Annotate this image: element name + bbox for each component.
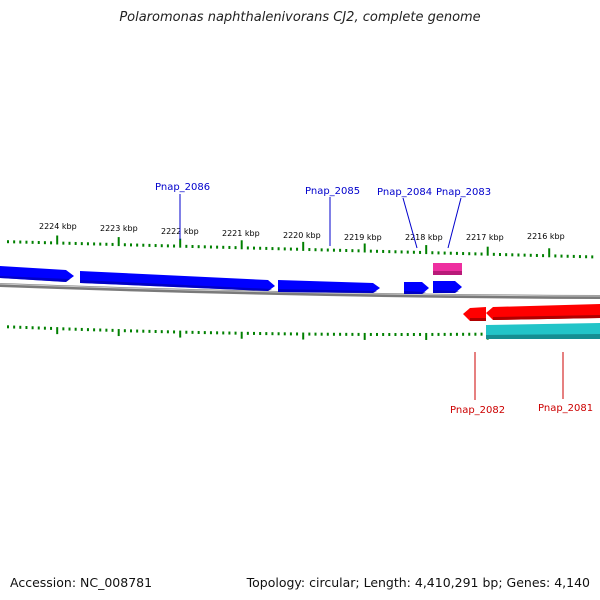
scale-label: 2223 kbp [100, 224, 138, 233]
gene-pnap-2084-arrow[interactable] [404, 282, 429, 294]
scale-label: 2216 kbp [527, 232, 565, 241]
footer-stats: Topology: circular; Length: 4,410,291 bp… [246, 575, 590, 590]
scale-ticks-top [7, 235, 594, 259]
label-leaders [179, 194, 564, 400]
gene-pnap-2082-arrow[interactable] [463, 307, 486, 321]
genome-title: Polaromonas naphthalenivorans CJ2, compl… [119, 10, 481, 25]
gene-label-pnap-2085[interactable]: Pnap_2085 [305, 186, 360, 197]
gene-label-pnap-2082[interactable]: Pnap_2082 [450, 405, 505, 416]
gene-label-pnap-2086[interactable]: Pnap_2086 [155, 182, 210, 193]
scale-label: 2218 kbp [405, 233, 443, 242]
gene-label-pnap-2081[interactable]: Pnap_2081 [538, 403, 593, 414]
gene-pnap-2083-arrow[interactable] [433, 281, 462, 293]
gene-label-pnap-2083[interactable]: Pnap_2083 [436, 187, 491, 198]
reverse-gene-track [463, 304, 600, 321]
scale-label: 2217 kbp [466, 233, 504, 242]
footer-accession: Accession: NC_008781 [10, 575, 153, 590]
scale-label: 2219 kbp [344, 233, 382, 242]
scale-label: 2220 kbp [283, 231, 321, 240]
gene-pnap-2086-arrow[interactable] [80, 271, 275, 291]
forward-gene-track [0, 266, 462, 294]
genome-backbone [0, 283, 600, 299]
gene-label-pnap-2084[interactable]: Pnap_2084 [377, 187, 432, 198]
scale-label: 2224 kbp [39, 222, 77, 231]
scale-label: 2221 kbp [222, 229, 260, 238]
